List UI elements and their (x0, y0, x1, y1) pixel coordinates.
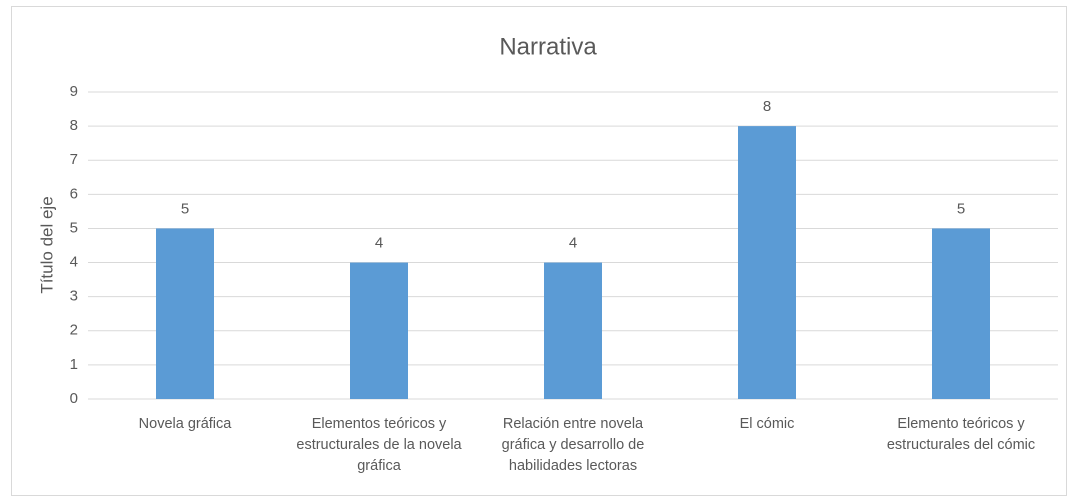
y-axis-label: Título del eje (37, 196, 56, 293)
bar (350, 262, 408, 399)
x-tick-label: Novela gráfica (138, 416, 232, 432)
data-label: 4 (375, 235, 383, 252)
bar (738, 126, 796, 399)
y-tick-label: 5 (70, 219, 78, 236)
y-tick-label: 1 (70, 356, 78, 373)
x-tick-label: El cómic (739, 416, 795, 432)
data-label: 8 (763, 98, 771, 115)
bar (156, 228, 214, 399)
y-tick-label: 3 (70, 288, 78, 305)
y-tick-label: 4 (70, 254, 78, 271)
y-tick-label: 7 (70, 151, 78, 168)
data-label: 5 (957, 200, 965, 217)
chart-title: Narrativa (499, 33, 597, 60)
bar (932, 228, 990, 399)
x-tick-label: Relación entre novela gráfica y desarrol… (501, 416, 645, 474)
y-tick-label: 9 (70, 83, 78, 100)
x-tick-label: Elemento teóricos y estructurales del có… (886, 416, 1036, 453)
data-label: 4 (569, 235, 577, 252)
y-tick-label: 8 (70, 117, 78, 134)
y-tick-label: 6 (70, 185, 78, 202)
x-tick-label: Elementos teóricos y estructurales de la… (296, 416, 462, 474)
y-tick-label: 0 (70, 390, 78, 407)
data-label: 5 (181, 200, 189, 217)
y-tick-label: 2 (70, 322, 78, 339)
bar (544, 262, 602, 399)
